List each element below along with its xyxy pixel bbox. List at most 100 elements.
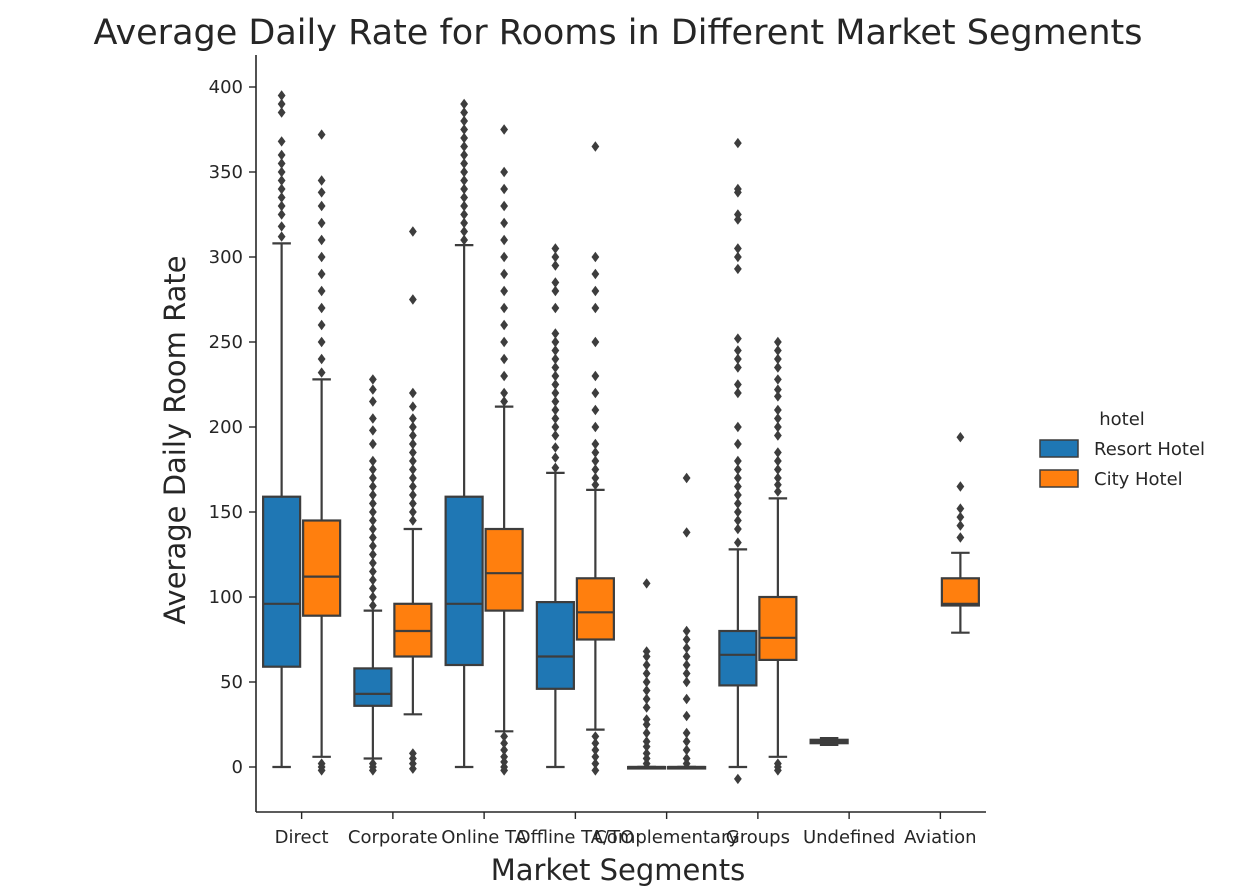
outlier-direct-resort-hotel (277, 200, 286, 212)
outlier-online-ta-resort-hotel (460, 226, 469, 237)
legend-label-city-hotel: City Hotel (1094, 469, 1183, 490)
outlier-offline-ta-to-city-hotel (591, 758, 600, 769)
outlier-groups-city-hotel (773, 464, 782, 475)
outlier-corporate-city-hotel (408, 447, 417, 458)
outlier-complementary-city-hotel (682, 710, 691, 722)
outlier-corporate-resort-hotel (368, 566, 377, 577)
outlier-online-ta-city-hotel (500, 200, 509, 212)
outlier-groups-resort-hotel (733, 523, 742, 535)
outlier-groups-city-hotel (773, 421, 782, 433)
outlier-offline-ta-to-resort-hotel (551, 379, 560, 390)
outlier-direct-resort-hotel (277, 192, 286, 203)
outlier-complementary-resort-hotel (642, 668, 651, 679)
y-tick-label: 350 (209, 162, 243, 183)
outlier-offline-ta-to-resort-hotel (551, 243, 560, 254)
outlier-online-ta-city-hotel (500, 234, 509, 246)
outlier-direct-resort-hotel (277, 107, 286, 118)
outlier-complementary-city-hotel (682, 668, 691, 679)
outlier-direct-resort-hotel (277, 175, 286, 186)
y-tick-label: 200 (209, 417, 243, 438)
outlier-offline-ta-to-resort-hotel (551, 362, 560, 373)
box-corporate-resort-hotel (353, 667, 393, 707)
outlier-direct-city-hotel (317, 200, 326, 212)
outlier-direct-city-hotel (317, 336, 326, 348)
outlier-aviation-city-hotel (956, 481, 965, 492)
box-aviation-city-hotel (940, 577, 980, 607)
outlier-offline-ta-to-resort-hotel (551, 462, 560, 473)
outlier-complementary-resort-hotel (642, 676, 651, 688)
outlier-complementary-city-hotel (682, 472, 691, 484)
outlier-groups-city-hotel (773, 455, 782, 467)
outlier-direct-city-hotel (317, 187, 326, 198)
outlier-offline-ta-to-resort-hotel (551, 353, 560, 365)
outlier-complementary-city-hotel (682, 625, 691, 637)
outlier-corporate-city-hotel (408, 489, 417, 501)
outlier-offline-ta-to-city-hotel (591, 302, 600, 314)
outlier-direct-resort-hotel (277, 221, 286, 232)
outlier-complementary-city-hotel (682, 527, 691, 538)
outlier-groups-resort-hotel (733, 464, 742, 475)
outlier-complementary-resort-hotel (642, 702, 651, 713)
x-tick-label: Offline TA/TO (516, 827, 634, 848)
outlier-offline-ta-to-city-hotel (591, 479, 600, 490)
outlier-online-ta-city-hotel (500, 370, 509, 382)
outlier-complementary-city-hotel (682, 753, 691, 764)
outlier-offline-ta-to-city-hotel (591, 731, 600, 742)
outlier-offline-ta-to-resort-hotel (551, 396, 560, 407)
x-tick-label: Corporate (348, 827, 438, 848)
x-tick-label: Undefined (803, 827, 895, 848)
outlier-corporate-city-hotel (408, 515, 417, 526)
outlier-complementary-resort-hotel (642, 714, 651, 725)
outlier-online-ta-city-hotel (500, 738, 509, 749)
outlier-online-ta-city-hotel (500, 124, 509, 135)
outlier-online-ta-resort-hotel (460, 132, 469, 144)
outlier-online-ta-city-hotel (500, 336, 509, 348)
outlier-complementary-resort-hotel (642, 693, 651, 705)
outlier-direct-resort-hotel (277, 231, 286, 242)
outlier-corporate-resort-hotel (368, 591, 377, 603)
box-online-ta-city-hotel (484, 527, 524, 612)
outlier-corporate-resort-hotel (368, 464, 377, 475)
outlier-online-ta-resort-hotel (460, 234, 469, 246)
outlier-online-ta-resort-hotel (460, 124, 469, 135)
legend: hotel Resort Hotel City Hotel (1039, 409, 1205, 490)
outlier-online-ta-resort-hotel (460, 175, 469, 186)
outlier-aviation-city-hotel (956, 511, 965, 523)
outlier-offline-ta-to-resort-hotel (551, 328, 560, 339)
outlier-online-ta-city-hotel (500, 731, 509, 742)
outlier-offline-ta-to-city-hotel (591, 421, 600, 433)
outlier-groups-resort-hotel (733, 251, 742, 263)
outlier-groups-city-hotel (773, 413, 782, 424)
outlier-online-ta-resort-hotel (460, 149, 469, 161)
y-tick-label: 400 (209, 77, 243, 98)
outlier-online-ta-resort-hotel (460, 209, 469, 220)
outlier-groups-resort-hotel (733, 209, 742, 220)
outlier-corporate-resort-hotel (368, 396, 377, 407)
outlier-groups-resort-hotel (733, 345, 742, 356)
outlier-corporate-resort-hotel (368, 540, 377, 552)
outlier-online-ta-city-hotel (500, 166, 509, 178)
outlier-groups-city-hotel (773, 384, 782, 395)
y-tick-label: 300 (209, 247, 243, 268)
outlier-direct-city-hotel (317, 285, 326, 297)
outlier-offline-ta-to-city-hotel (591, 285, 600, 297)
outlier-offline-ta-to-city-hotel (591, 765, 600, 776)
x-tick-label: Complementary (594, 827, 739, 848)
outlier-offline-ta-to-resort-hotel (551, 430, 560, 441)
outlier-aviation-city-hotel (956, 532, 965, 543)
outlier-offline-ta-to-city-hotel (591, 438, 600, 450)
outlier-groups-resort-hotel (733, 515, 742, 526)
outlier-corporate-resort-hotel (368, 413, 377, 424)
outlier-online-ta-resort-hotel (460, 141, 469, 152)
outlier-online-ta-city-hotel (500, 251, 509, 263)
outlier-offline-ta-to-resort-hotel (551, 370, 560, 382)
outlier-offline-ta-to-resort-hotel (551, 345, 560, 356)
box-offline-ta-to-city-hotel (575, 577, 615, 641)
outlier-online-ta-resort-hotel (460, 98, 469, 110)
outlier-corporate-resort-hotel (368, 532, 377, 543)
y-tick-label: 250 (209, 332, 243, 353)
outlier-direct-city-hotel (317, 268, 326, 280)
outlier-complementary-resort-hotel (642, 727, 651, 739)
